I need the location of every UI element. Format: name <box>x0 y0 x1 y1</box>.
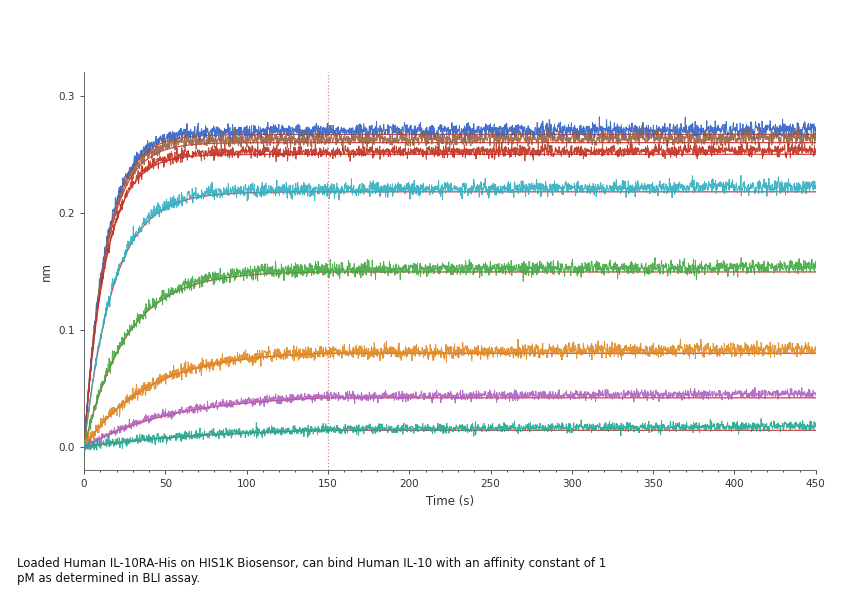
Text: Loaded Human IL-10RA-His on HIS1K Biosensor, can bind Human IL-10 with an affini: Loaded Human IL-10RA-His on HIS1K Biosen… <box>17 557 606 585</box>
X-axis label: Time (s): Time (s) <box>426 495 474 508</box>
Y-axis label: nm: nm <box>40 262 53 281</box>
